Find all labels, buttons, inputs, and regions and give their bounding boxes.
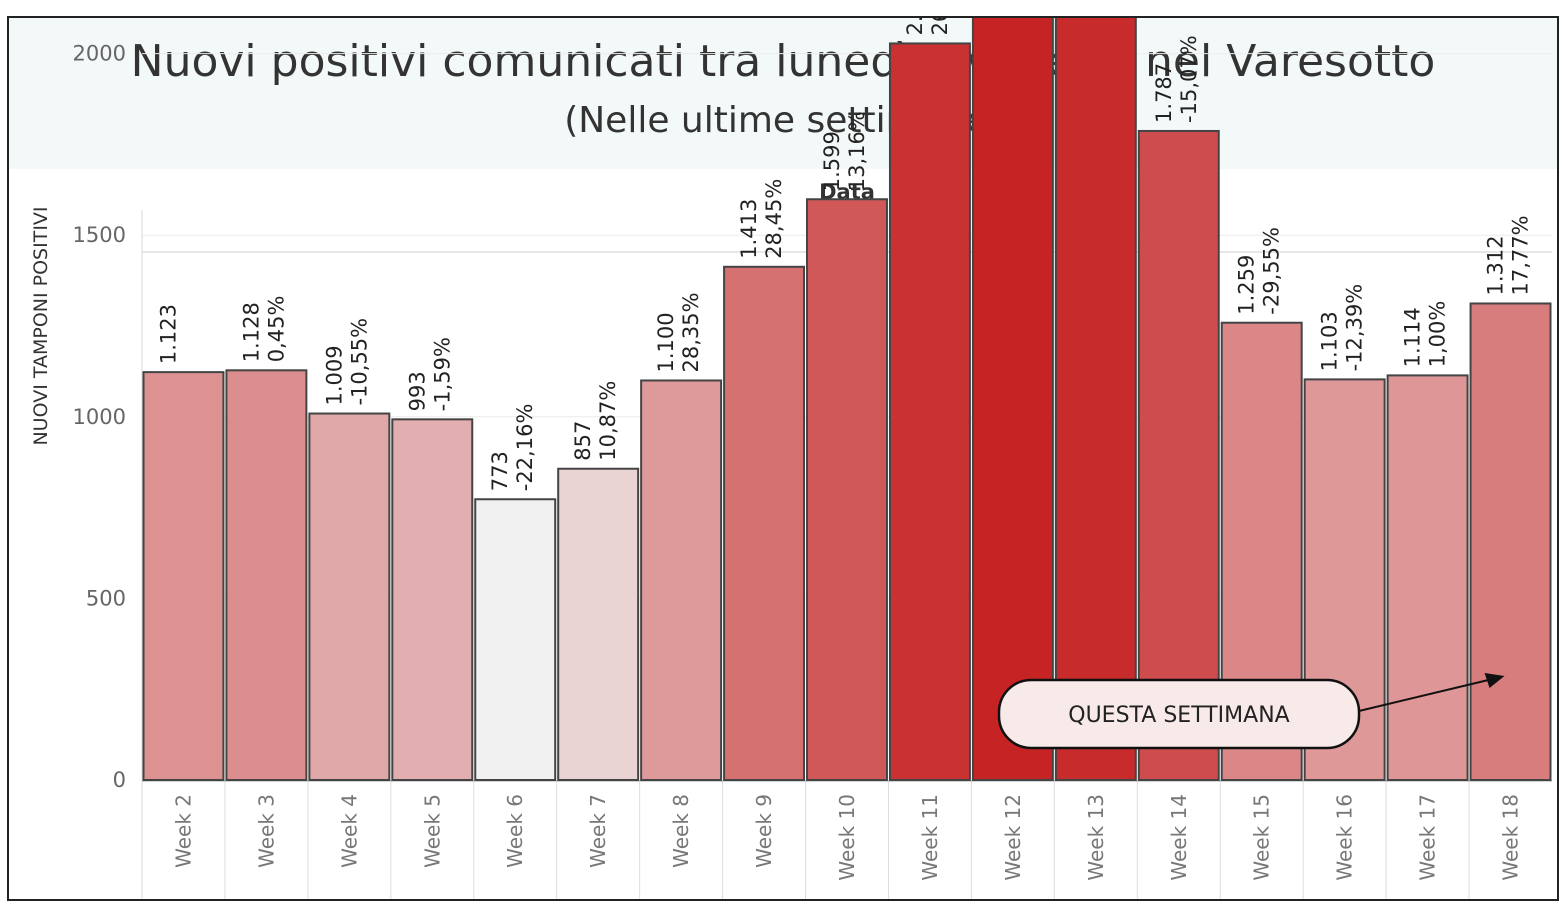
value-label: 857	[571, 421, 595, 461]
chart-frame: Nuovi positivi comunicati tra lunedì e v…	[7, 16, 1559, 901]
bar	[888, 42, 971, 781]
bar	[142, 371, 225, 781]
bar	[1054, 18, 1137, 781]
bar	[971, 18, 1054, 781]
value-label: 1.123	[156, 304, 180, 364]
value-label: 1.413	[737, 199, 761, 259]
change-label: 17,77%	[1509, 215, 1533, 295]
bar-chart: Data202105001000150020002500NUOVI TAMPON…	[30, 18, 1552, 899]
value-label: 773	[488, 451, 512, 491]
bar	[1469, 302, 1552, 781]
y-tick-label: 1000	[73, 405, 126, 429]
x-tick-label: Week 10	[835, 794, 859, 881]
y-axis-title: NUOVI TAMPONI POSITIVI	[30, 206, 52, 445]
x-tick-label: Week 18	[1499, 794, 1523, 881]
bar	[391, 418, 474, 781]
x-tick-label: Week 17	[1416, 794, 1440, 881]
x-tick-label: Week 16	[1333, 794, 1357, 881]
value-label: 1.114	[1401, 307, 1425, 367]
value-label: 1.312	[1484, 235, 1508, 295]
change-label: -29,55%	[1260, 227, 1284, 315]
value-label: 1.599	[820, 131, 844, 191]
x-tick-label: Week 6	[503, 794, 527, 868]
value-label: 1.009	[322, 345, 346, 405]
change-label: -15,07%	[1177, 35, 1201, 123]
x-tick-label: Week 12	[1001, 794, 1025, 881]
change-label: -10,55%	[347, 318, 371, 406]
change-label: 28,45%	[762, 179, 786, 259]
label-layer: 1.123 Week 2 1.128 0,45% Week 3 1.009 -10,55% W…	[156, 18, 1532, 881]
annotation-arrow-line	[1358, 678, 1493, 712]
x-tick-label: Week 13	[1084, 794, 1108, 881]
value-label: 1.259	[1235, 255, 1259, 315]
annotation-bubble	[997, 678, 1361, 750]
change-label: -1,59%	[430, 337, 454, 411]
bar	[308, 412, 391, 781]
bar	[474, 498, 557, 781]
change-label: -22,16%	[513, 404, 537, 492]
annotation-text: QUESTA SETTIMANA	[1068, 703, 1289, 728]
bar	[723, 265, 806, 781]
bar	[1137, 129, 1220, 781]
bar	[806, 198, 888, 781]
value-label: 1.103	[1318, 311, 1342, 371]
change-label: -12,39%	[1343, 284, 1367, 372]
value-label: 1.787	[1152, 63, 1176, 123]
y-tick-label: 500	[86, 586, 126, 610]
value-label: 1.100	[654, 312, 678, 372]
change-label: 10,87%	[596, 381, 620, 461]
x-tick-label: Week 2	[171, 794, 195, 868]
change-label: 0,45%	[264, 296, 288, 363]
bar-layer	[142, 18, 1552, 781]
change-label: 26,83%	[928, 18, 952, 35]
axis-layer: Data202105001000150020002500NUOVI TAMPON…	[30, 42, 1552, 899]
annotation-arrow-head-icon	[1484, 673, 1505, 688]
bar	[557, 467, 640, 781]
bar	[1386, 374, 1469, 781]
value-label: 2.028	[903, 18, 927, 35]
x-tick-label: Week 5	[420, 794, 444, 868]
bar	[225, 369, 308, 781]
value-label: 1.128	[239, 302, 263, 362]
y-tick-label: 0	[113, 768, 126, 792]
chart-header: Nuovi positivi comunicati tra lunedì e v…	[9, 18, 1557, 169]
x-tick-label: Week 3	[254, 794, 278, 868]
chart-title: Nuovi positivi comunicati tra lunedì e v…	[130, 36, 1436, 87]
x-tick-label: Week 14	[1167, 794, 1191, 881]
x-tick-label: Week 9	[752, 794, 776, 868]
change-label: 1,00%	[1426, 301, 1450, 368]
bar	[640, 379, 723, 781]
annotation-layer: QUESTA SETTIMANA	[997, 673, 1505, 750]
x-tick-label: Week 11	[918, 794, 942, 881]
change-label: 28,35%	[679, 292, 703, 372]
x-tick-label: Week 7	[586, 794, 610, 868]
y-tick-label: 2000	[73, 42, 126, 66]
x-tick-label: Week 8	[669, 794, 693, 868]
change-label: 13,16%	[845, 111, 869, 191]
value-label: 993	[405, 371, 429, 411]
x-tick-label: Week 4	[337, 794, 361, 868]
y-tick-label: 1500	[73, 223, 126, 247]
x-tick-label: Week 15	[1250, 794, 1274, 881]
